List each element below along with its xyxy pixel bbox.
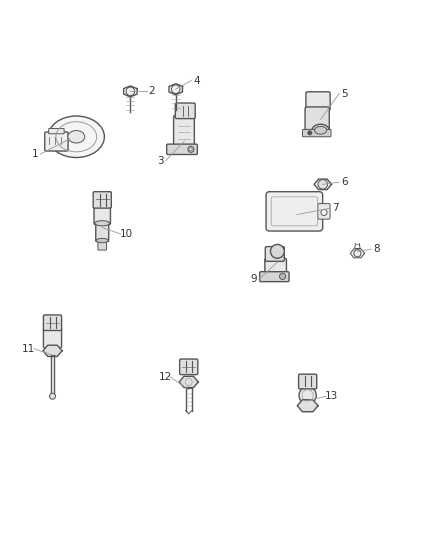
Text: 11: 11 (22, 344, 35, 354)
FancyBboxPatch shape (175, 103, 195, 119)
Circle shape (190, 148, 192, 151)
FancyBboxPatch shape (173, 115, 194, 148)
FancyBboxPatch shape (96, 222, 109, 241)
FancyBboxPatch shape (318, 204, 330, 219)
FancyBboxPatch shape (299, 374, 317, 389)
Text: 3: 3 (157, 156, 164, 166)
Polygon shape (43, 345, 62, 357)
FancyBboxPatch shape (305, 107, 329, 130)
FancyBboxPatch shape (306, 92, 330, 110)
Ellipse shape (68, 131, 85, 143)
Text: 12: 12 (158, 372, 172, 382)
Circle shape (49, 393, 56, 399)
Text: 13: 13 (325, 391, 338, 401)
Text: 1: 1 (32, 149, 39, 159)
Ellipse shape (96, 238, 108, 243)
Text: 4: 4 (193, 76, 200, 86)
Text: 10: 10 (120, 229, 133, 239)
FancyBboxPatch shape (260, 272, 289, 281)
Ellipse shape (48, 116, 104, 158)
Ellipse shape (312, 124, 329, 136)
FancyBboxPatch shape (43, 315, 62, 330)
FancyBboxPatch shape (93, 192, 111, 208)
FancyBboxPatch shape (98, 240, 106, 250)
FancyBboxPatch shape (266, 192, 323, 231)
FancyBboxPatch shape (180, 359, 198, 375)
Ellipse shape (95, 221, 110, 226)
Polygon shape (314, 179, 332, 190)
Text: 6: 6 (341, 177, 348, 187)
Circle shape (318, 180, 328, 189)
FancyBboxPatch shape (94, 206, 110, 224)
Text: 8: 8 (374, 244, 380, 254)
Circle shape (279, 273, 286, 279)
FancyBboxPatch shape (49, 128, 64, 134)
Circle shape (299, 387, 316, 404)
FancyBboxPatch shape (43, 328, 62, 348)
Polygon shape (297, 400, 318, 411)
Text: 2: 2 (148, 86, 155, 96)
Polygon shape (124, 86, 137, 97)
Polygon shape (169, 84, 183, 95)
FancyBboxPatch shape (45, 132, 68, 151)
Polygon shape (350, 249, 364, 258)
FancyBboxPatch shape (265, 247, 284, 261)
Circle shape (321, 209, 327, 215)
Circle shape (307, 131, 312, 135)
Ellipse shape (314, 126, 327, 134)
Text: 9: 9 (250, 274, 257, 285)
FancyBboxPatch shape (303, 130, 331, 137)
Circle shape (270, 245, 284, 259)
Text: 5: 5 (341, 88, 348, 99)
FancyBboxPatch shape (265, 259, 286, 274)
Circle shape (188, 146, 194, 152)
Text: 7: 7 (332, 203, 339, 213)
Polygon shape (179, 376, 198, 387)
FancyBboxPatch shape (167, 144, 198, 155)
